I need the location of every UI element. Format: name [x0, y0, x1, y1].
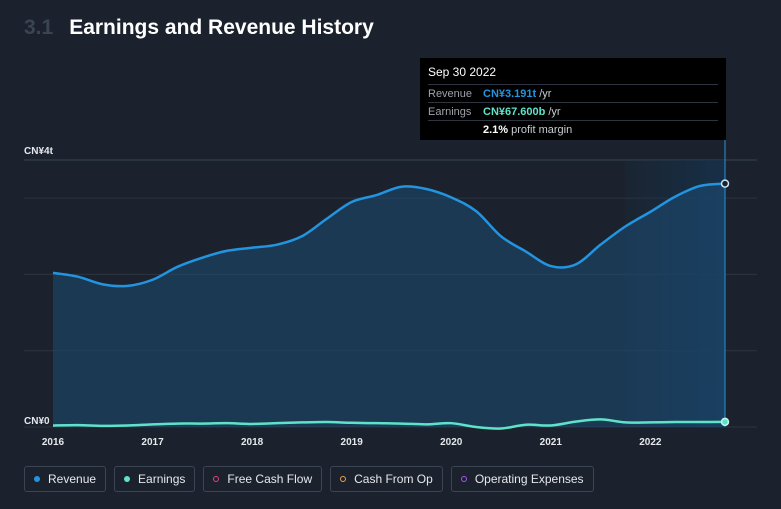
tooltip-revenue-label: Revenue — [428, 88, 473, 100]
x-tick-label: 2016 — [42, 437, 65, 448]
earnings-line[interactable] — [52, 418, 726, 430]
tooltip-revenue-value: CN¥3.191t — [483, 88, 537, 100]
x-tick-label: 2021 — [540, 437, 563, 448]
earnings-hover-marker — [720, 417, 730, 427]
revenue-area — [53, 183, 725, 427]
tooltip-margin-spacer — [428, 124, 483, 136]
chart-legend: Revenue Earnings Free Cash Flow Cash Fro… — [24, 466, 594, 492]
x-tick-label: 2019 — [341, 437, 364, 448]
legend-revenue-button[interactable]: Revenue — [24, 466, 107, 492]
hover-tooltip: Sep 30 2022 Revenue CN¥3.191t /yr Earnin… — [420, 58, 726, 140]
tooltip-margin-row: 2.1% profit margin — [428, 121, 718, 138]
tooltip-earnings-value: CN¥67.600b — [483, 106, 546, 118]
x-tick-label: 2020 — [440, 437, 463, 448]
y-axis-label-bottom: CN¥0 — [24, 416, 50, 427]
x-tick-label: 2018 — [241, 437, 264, 448]
tooltip-earnings-label: Earnings — [428, 106, 472, 118]
legend-revenue-label: Revenue — [48, 472, 97, 486]
legend-free-cash-flow-label: Free Cash Flow — [227, 472, 313, 486]
legend-cash-from-op-button[interactable]: Cash From Op — [330, 466, 443, 492]
x-tick-label: 2022 — [639, 437, 662, 448]
legend-operating-expenses-label: Operating Expenses — [474, 472, 584, 486]
tooltip-revenue-unit: /yr — [539, 88, 552, 100]
free-cash-flow-circle-icon — [213, 476, 220, 482]
cash-from-op-circle-icon — [340, 476, 347, 482]
legend-earnings-label: Earnings — [138, 472, 186, 486]
earnings-dot-icon — [124, 476, 131, 482]
x-tick-label: 2017 — [141, 437, 164, 448]
legend-free-cash-flow-button[interactable]: Free Cash Flow — [203, 466, 323, 492]
revenue-line[interactable] — [52, 182, 726, 288]
tooltip-margin-value: 2.1% — [483, 124, 509, 136]
section-header: 3.1 Earnings and Revenue History — [24, 16, 374, 40]
legend-earnings-button[interactable]: Earnings — [114, 466, 196, 492]
tooltip-earnings-unit: /yr — [548, 106, 561, 118]
page-title: Earnings and Revenue History — [69, 16, 374, 39]
tooltip-earnings-row: Earnings CN¥67.600b /yr — [428, 103, 718, 121]
operating-expenses-circle-icon — [460, 476, 467, 482]
revenue-hover-marker — [720, 179, 730, 188]
y-axis-label-top: CN¥4t — [24, 146, 54, 157]
tooltip-margin-label: profit margin — [511, 124, 573, 136]
section-number: 3.1 — [24, 16, 54, 39]
x-axis-ticks: 2016 2017 2018 2019 2020 2021 2022 — [42, 437, 662, 448]
legend-cash-from-op-label: Cash From Op — [354, 472, 433, 486]
tooltip-date: Sep 30 2022 — [428, 65, 718, 85]
legend-operating-expenses-button[interactable]: Operating Expenses — [450, 466, 594, 492]
revenue-dot-icon — [34, 476, 40, 482]
tooltip-revenue-row: Revenue CN¥3.191t /yr — [428, 85, 718, 103]
